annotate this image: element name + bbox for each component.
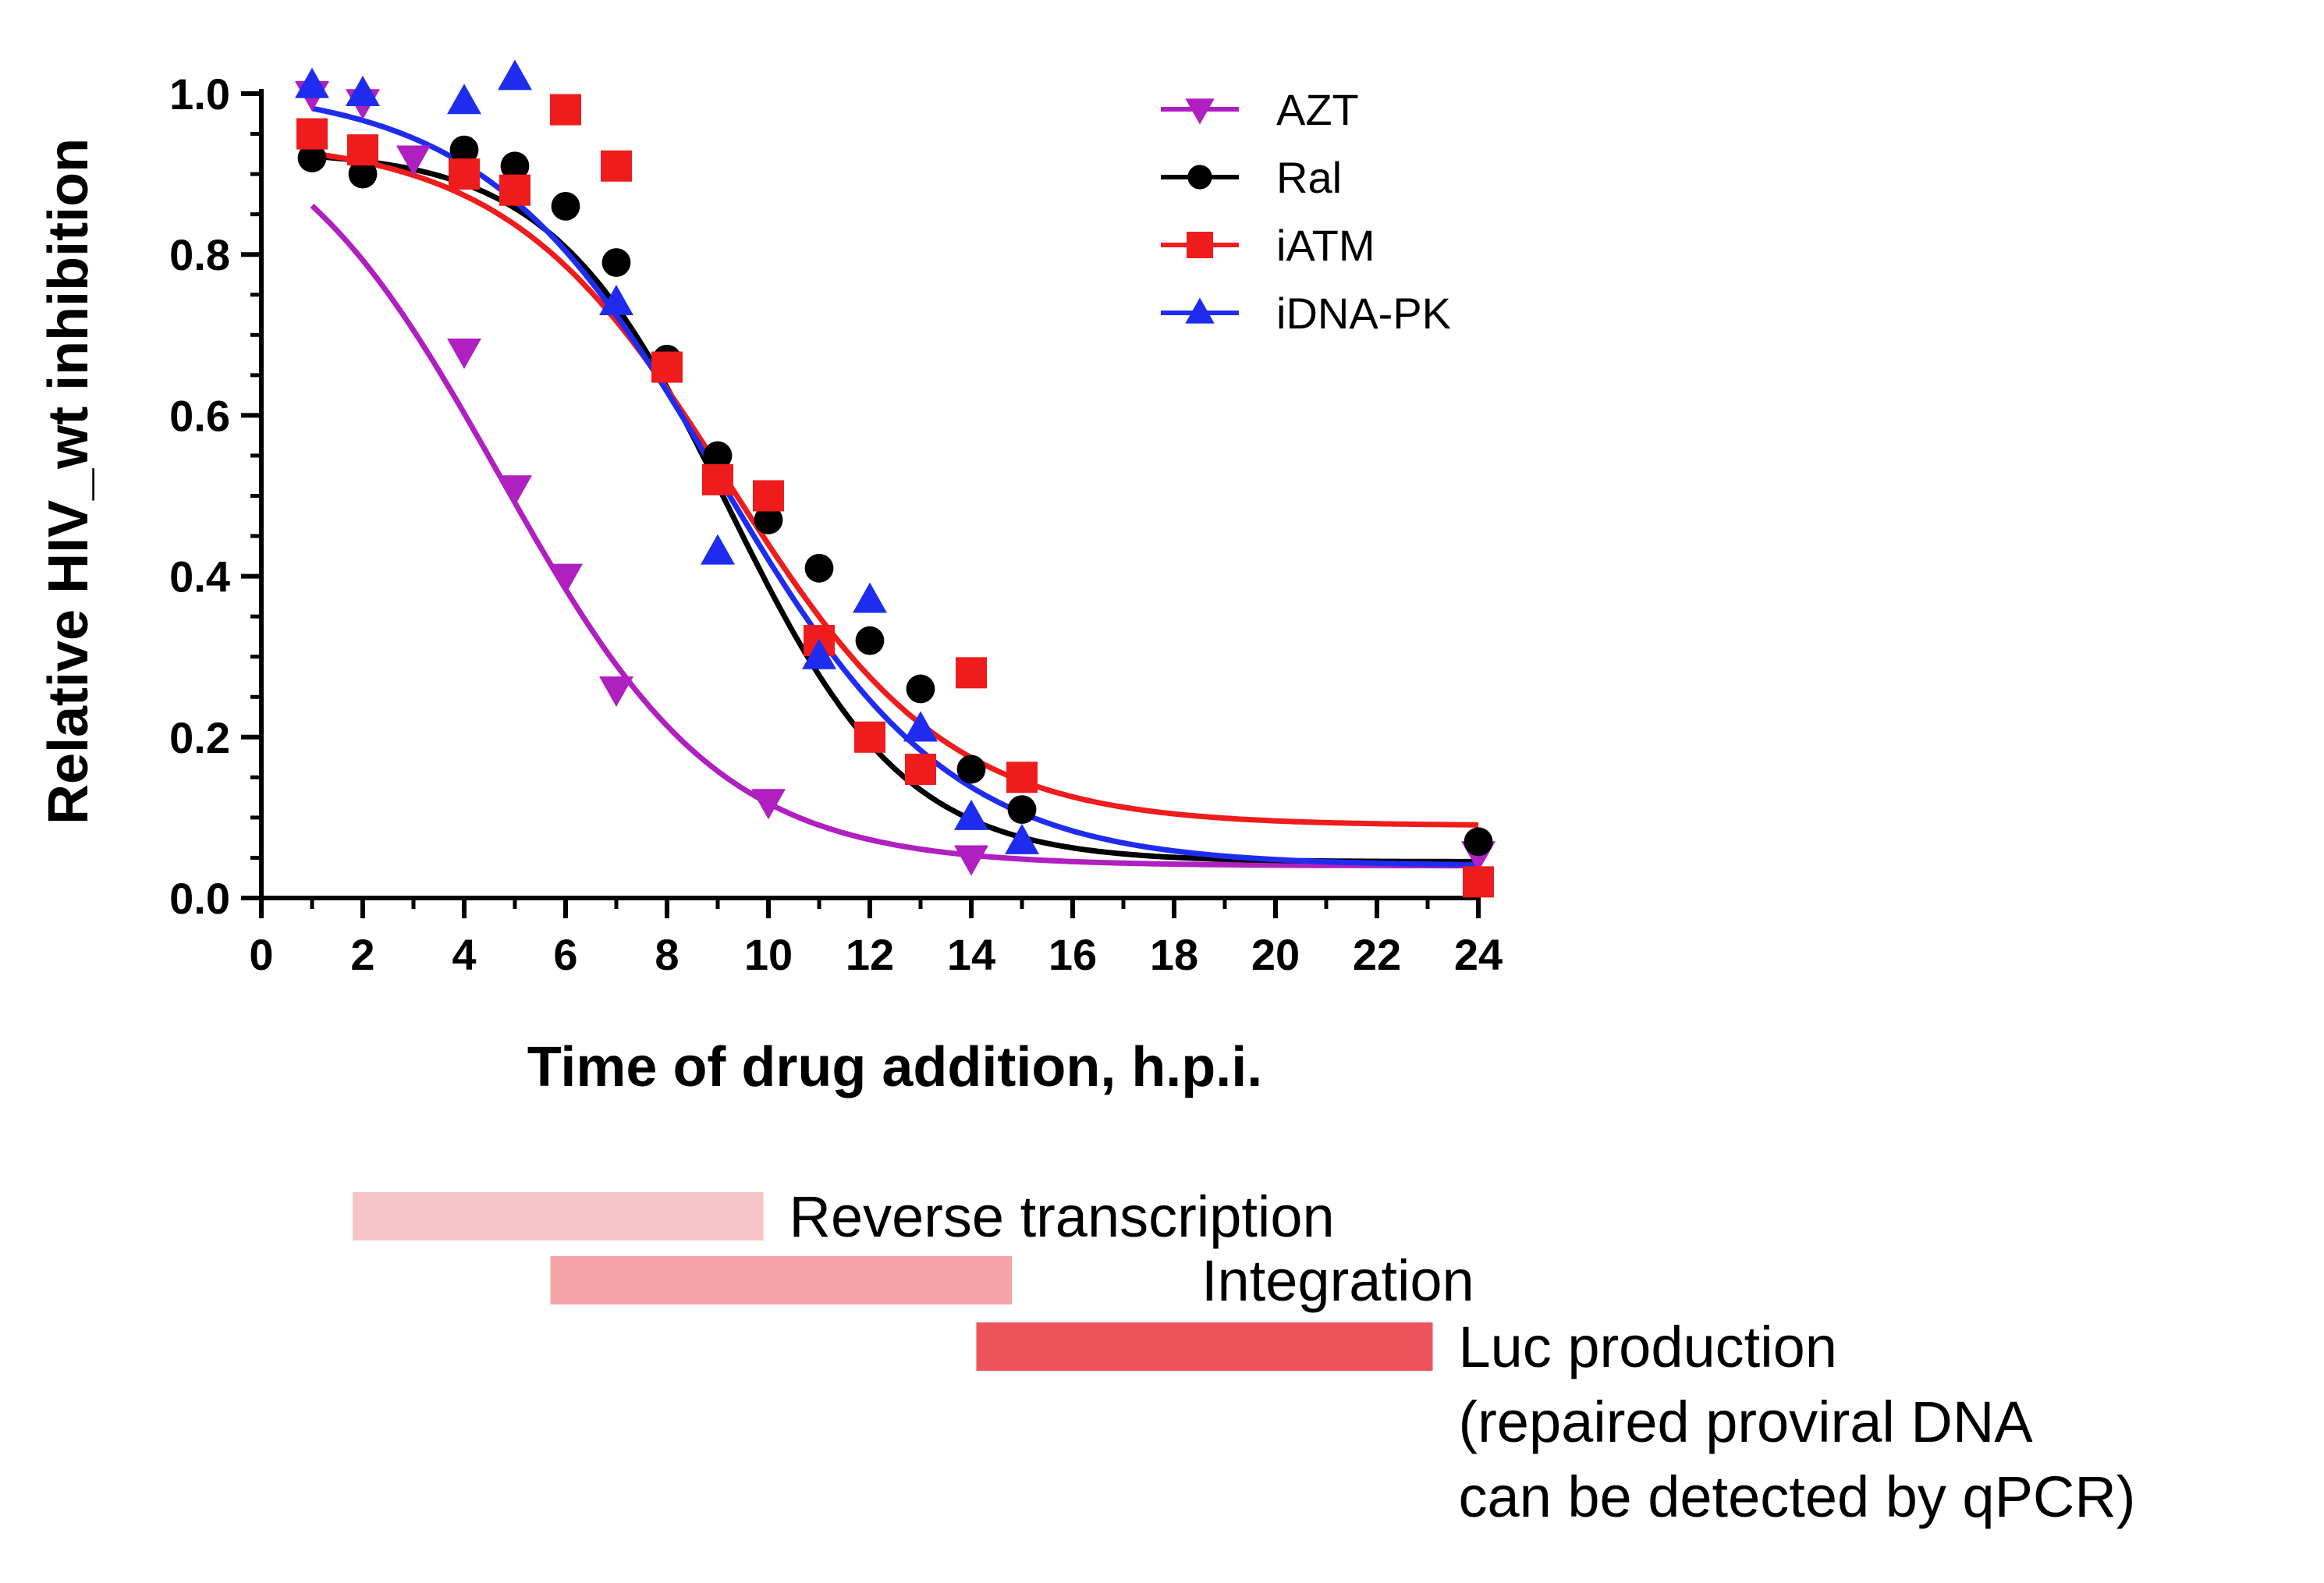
phase-note: can be detected by qPCR) <box>1459 1464 2136 1529</box>
x-tick-label: 4 <box>452 930 476 979</box>
data-point-ral <box>601 248 631 277</box>
phase-label: Reverse transcription <box>789 1184 1335 1249</box>
data-point-idna-pk <box>701 534 735 565</box>
data-point-iatm <box>449 158 480 190</box>
x-tick-label: 0 <box>249 930 273 979</box>
legend-marker <box>1187 165 1212 190</box>
phase-bar <box>550 1256 1012 1304</box>
legend-marker <box>1185 98 1215 125</box>
x-tick-label: 24 <box>1454 930 1503 979</box>
data-point-ral <box>703 441 733 470</box>
legend-label: iATM <box>1276 221 1375 270</box>
x-tick-label: 22 <box>1353 930 1401 979</box>
x-tick-label: 10 <box>744 930 793 979</box>
x-tick-label: 16 <box>1048 930 1097 979</box>
phase-bar <box>353 1192 764 1240</box>
data-point-idna-pk <box>903 711 938 742</box>
x-tick-label: 6 <box>553 930 577 979</box>
data-point-iatm <box>296 118 328 150</box>
data-point-ral <box>348 159 378 189</box>
y-tick-label: 0.4 <box>169 552 230 602</box>
legend-label: Ral <box>1276 153 1342 202</box>
data-point-ral <box>297 144 327 172</box>
data-point-ral <box>500 151 530 181</box>
data-point-ral <box>804 553 834 583</box>
data-points <box>295 59 1496 898</box>
y-tick-label: 0.2 <box>169 713 230 762</box>
y-axis-title: Relative HIV_wt inhibition <box>37 138 100 825</box>
data-point-idna-pk <box>1005 823 1039 854</box>
data-point-iatm <box>956 657 987 689</box>
phase-label: Integration <box>1201 1248 1474 1313</box>
data-point-azt <box>498 475 532 506</box>
data-point-iatm <box>905 754 936 786</box>
data-point-idna-pk <box>599 285 633 316</box>
data-point-ral <box>754 506 783 534</box>
legend: AZT Ral iATM iDNA-PK <box>1161 85 1451 338</box>
x-tick-label: 8 <box>655 930 679 979</box>
data-point-azt <box>396 145 431 176</box>
x-tick-label: 20 <box>1251 930 1300 979</box>
legend-label: AZT <box>1276 85 1359 134</box>
legend-label: iDNA-PK <box>1276 289 1451 338</box>
data-point-ral <box>1464 827 1493 857</box>
data-point-idna-pk <box>498 59 532 91</box>
data-point-iatm <box>347 134 378 166</box>
axes: 0.00.20.40.60.81.00 2 4 6 8 10 12 14 16 18 20 22 24 <box>169 69 1503 979</box>
data-point-iatm <box>550 94 581 126</box>
data-point-azt <box>447 338 481 369</box>
data-point-ral <box>1007 795 1037 824</box>
data-point-iatm <box>1006 761 1038 793</box>
data-point-idna-pk <box>447 83 481 115</box>
data-point-azt <box>548 563 583 595</box>
data-point-ral <box>551 191 580 221</box>
data-point-idna-pk <box>853 582 887 613</box>
data-point-ral <box>855 626 885 655</box>
x-tick-label: 18 <box>1150 930 1198 979</box>
data-point-idna-pk <box>346 76 380 106</box>
data-point-ral <box>449 135 479 165</box>
phase-note: (repaired proviral DNA <box>1459 1390 2034 1454</box>
data-point-iatm <box>753 480 784 512</box>
data-point-idna-pk <box>802 638 836 669</box>
phase-label: Luc production <box>1459 1315 1837 1379</box>
data-point-iatm <box>601 150 632 182</box>
x-axis-title: Time of drug addition, h.p.i. <box>527 1036 1263 1099</box>
y-tick-label: 0.6 <box>169 391 230 440</box>
x-tick-label: 12 <box>846 930 894 979</box>
data-point-iatm <box>854 721 885 753</box>
x-tick-label: 14 <box>947 930 995 979</box>
data-point-ral <box>906 674 935 704</box>
data-point-iatm <box>499 174 530 206</box>
y-tick-label: 0.0 <box>169 874 230 923</box>
data-point-ral <box>956 754 986 784</box>
fit-curve-iatm <box>311 150 1478 828</box>
data-point-idna-pk <box>295 67 329 98</box>
data-point-azt <box>751 789 786 820</box>
data-point-idna-pk <box>954 799 988 830</box>
phase-bar <box>976 1322 1433 1371</box>
data-point-iatm <box>1463 866 1494 898</box>
data-point-iatm <box>702 463 733 495</box>
y-tick-label: 1.0 <box>169 69 230 119</box>
legend-marker <box>1187 232 1213 258</box>
data-point-azt <box>954 845 988 876</box>
x-tick-label: 2 <box>350 930 374 979</box>
data-point-azt <box>599 676 633 707</box>
y-tick-label: 0.8 <box>169 230 230 279</box>
data-point-iatm <box>651 351 683 383</box>
legend-marker <box>1185 297 1215 324</box>
